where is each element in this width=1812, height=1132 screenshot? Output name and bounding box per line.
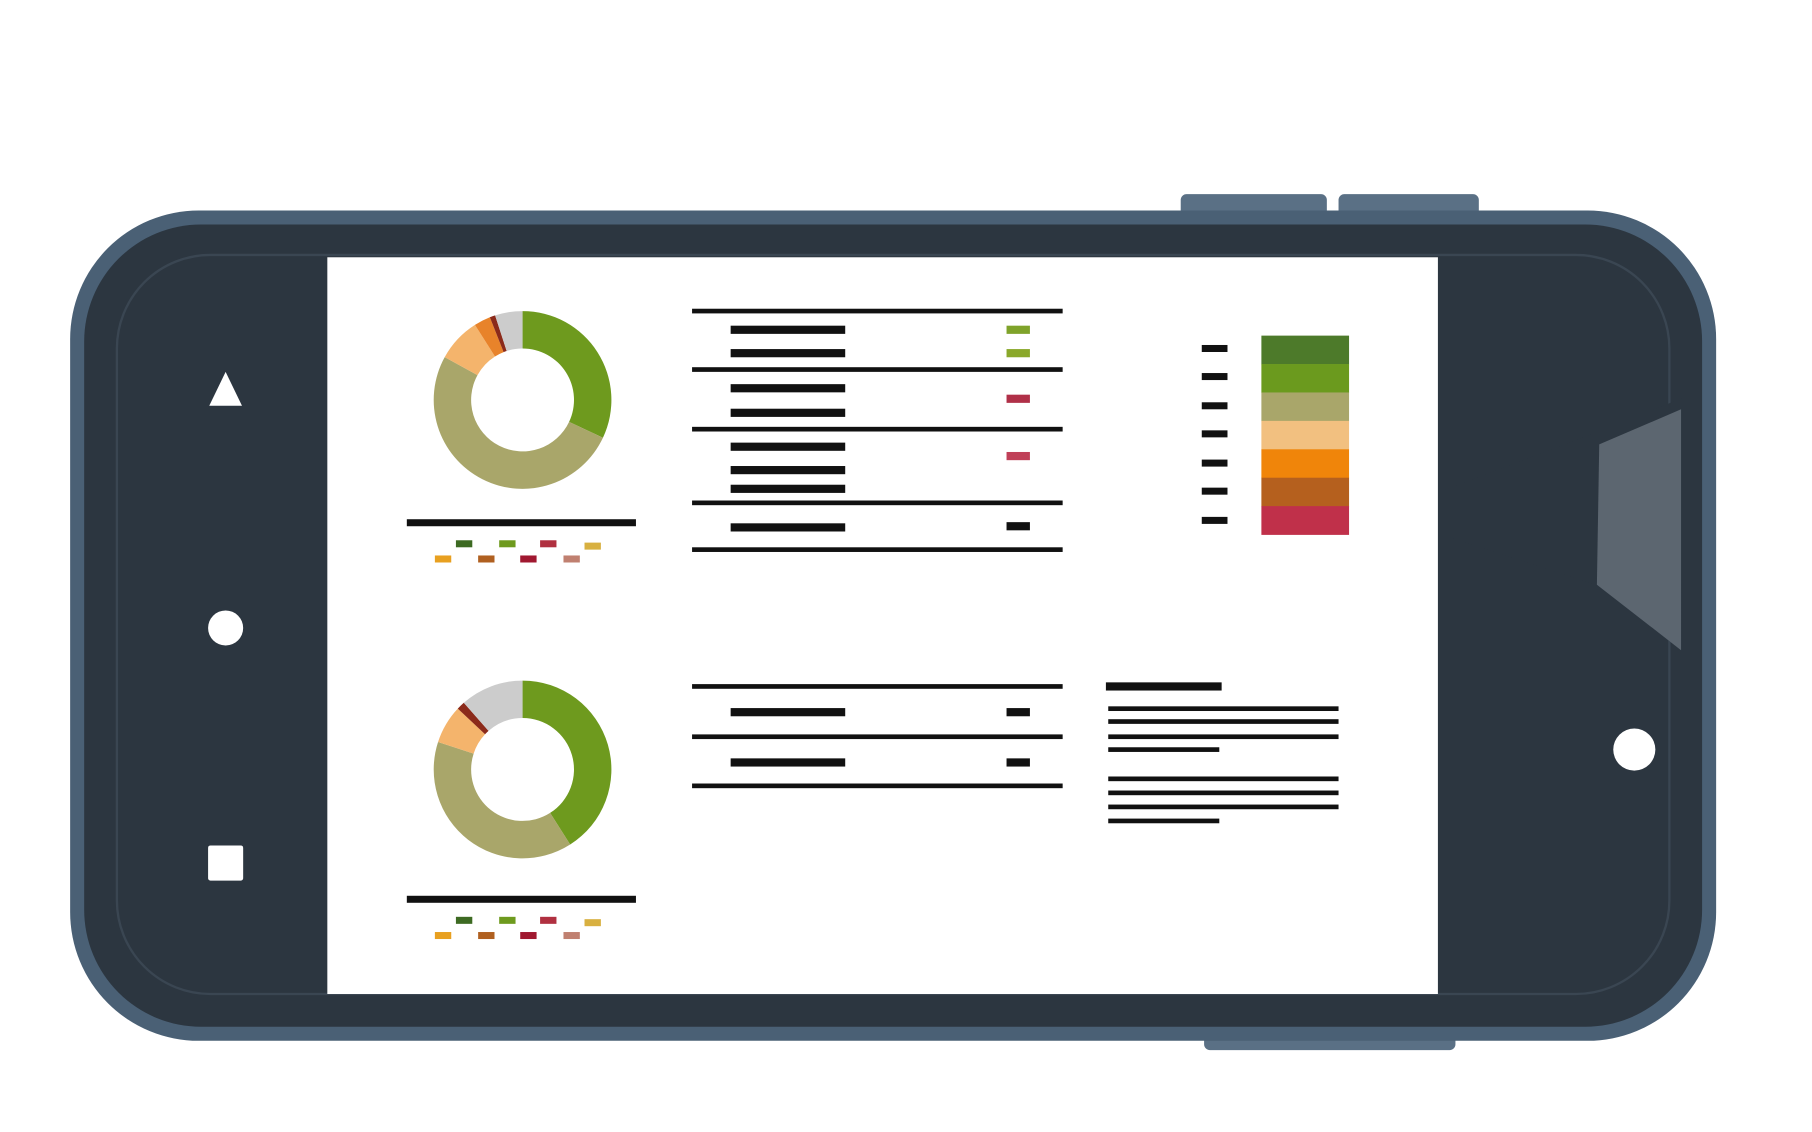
placeholder-bar <box>730 708 846 717</box>
placeholder-bar <box>1108 706 1339 712</box>
scale-swatch <box>1261 449 1350 479</box>
donut-segment <box>474 317 504 357</box>
placeholder-bar <box>520 555 537 563</box>
placeholder-bar <box>1108 776 1339 782</box>
placeholder-bar <box>1006 708 1030 717</box>
placeholder-bar <box>730 484 846 493</box>
scale-swatch <box>1261 335 1350 365</box>
placeholder-bar <box>1006 349 1030 358</box>
placeholder-bar <box>563 932 580 940</box>
placeholder-bar <box>1006 758 1030 767</box>
placeholder-bar <box>540 916 557 924</box>
placeholder-bar <box>406 895 636 903</box>
placeholder-bar <box>478 932 495 940</box>
placeholder-bar <box>692 500 1063 506</box>
charts <box>433 311 612 859</box>
placeholder-bar <box>730 758 846 767</box>
placeholder-bar <box>1201 373 1228 381</box>
placeholder-bar <box>455 916 473 924</box>
placeholder-bar <box>730 349 846 358</box>
placeholder-bar <box>692 734 1063 740</box>
placeholder-bar <box>406 519 636 527</box>
nav-back[interactable] <box>209 371 242 406</box>
donut-segment <box>433 357 603 489</box>
placeholder-bar <box>692 547 1063 552</box>
placeholder-bar <box>1201 487 1228 495</box>
placeholder-bar <box>692 783 1063 789</box>
scale-swatch <box>1261 364 1350 393</box>
placeholder-bar <box>692 367 1063 372</box>
donut-segment <box>438 708 486 754</box>
placeholder-bar <box>692 684 1063 689</box>
donut-segment <box>522 311 612 438</box>
placeholder-bar <box>434 932 452 940</box>
placeholder-bar <box>1006 451 1030 461</box>
screen-content <box>406 308 1350 940</box>
placeholder-bar <box>692 426 1063 432</box>
placeholder-bar <box>1108 790 1339 796</box>
placeholder-bar <box>692 308 1063 314</box>
placeholder-bar <box>730 523 846 532</box>
nav-recent[interactable] <box>208 845 244 881</box>
placeholder-bar <box>1201 430 1228 438</box>
donut-segment <box>463 680 523 731</box>
placeholder-bar <box>1108 804 1339 810</box>
placeholder-bar <box>455 540 473 548</box>
placeholder-bar <box>1006 394 1030 403</box>
placeholder-bar <box>1201 344 1228 352</box>
donut-segment <box>444 324 495 376</box>
placeholder-bar <box>1006 325 1030 334</box>
placeholder-bar <box>1006 522 1030 531</box>
donut-segment <box>433 742 571 859</box>
placeholder-bar <box>1201 516 1228 524</box>
nav-home[interactable] <box>208 610 244 646</box>
placeholder-bar <box>584 919 601 927</box>
placeholder-bar <box>730 466 846 475</box>
placeholder-bar <box>434 555 452 563</box>
scale-swatch <box>1261 420 1350 450</box>
placeholder-bar <box>1108 719 1339 724</box>
placeholder-bar <box>1105 682 1222 691</box>
placeholder-bar <box>563 555 580 563</box>
placeholder-bar <box>730 384 846 393</box>
placeholder-bar <box>1201 459 1228 467</box>
screen <box>327 257 1438 995</box>
scale-swatch <box>1261 506 1350 535</box>
donut-segment <box>489 315 507 353</box>
placeholder-bar <box>730 408 846 417</box>
placeholder-bar <box>1108 818 1220 824</box>
donut-segment <box>495 311 523 352</box>
donut-segment <box>522 680 612 845</box>
placeholder-bar <box>730 442 846 451</box>
placeholder-bar <box>499 916 516 924</box>
donut-segment <box>457 702 489 735</box>
placeholder-bar <box>540 540 557 548</box>
scale-swatch <box>1261 392 1350 422</box>
camera <box>1613 728 1656 771</box>
placeholder-bar <box>1108 747 1220 752</box>
reflection <box>1596 409 1682 651</box>
placeholder-bar <box>1108 734 1339 740</box>
placeholder-bar <box>499 540 516 548</box>
placeholder-bar <box>730 325 846 334</box>
placeholder-bar <box>584 542 601 550</box>
scale-swatch <box>1261 477 1350 507</box>
placeholder-bar <box>478 555 495 563</box>
placeholder-bar <box>1201 402 1228 410</box>
placeholder-bar <box>520 932 537 940</box>
